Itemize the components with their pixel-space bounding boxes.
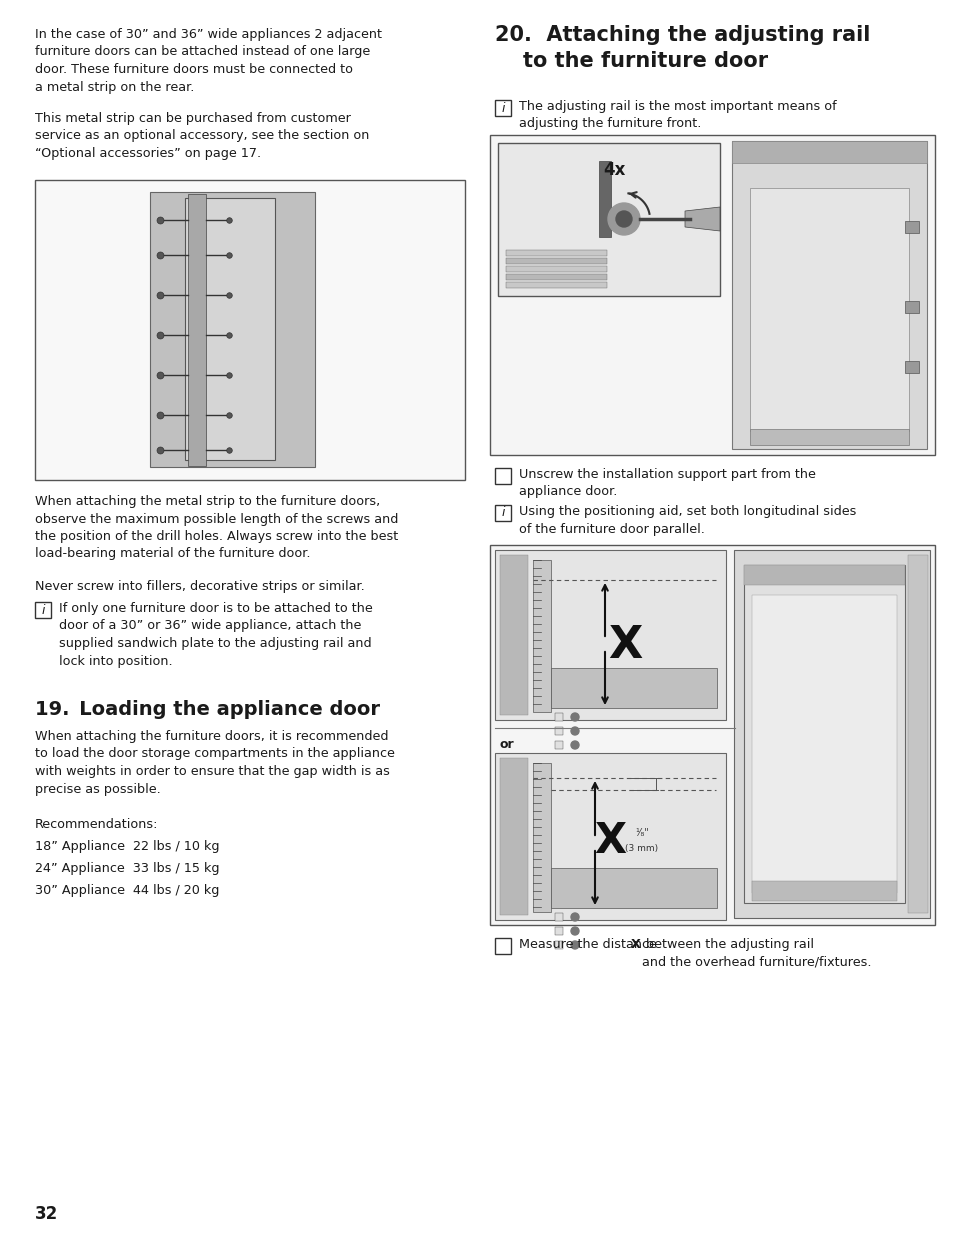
Bar	[185, 198, 274, 459]
Bar	[555, 727, 562, 735]
Bar	[598, 161, 610, 237]
Bar	[499, 758, 527, 915]
Bar	[551, 868, 717, 908]
Text: Recommendations:: Recommendations:	[35, 818, 158, 831]
Circle shape	[571, 741, 578, 748]
Text: 32: 32	[35, 1205, 58, 1223]
Bar	[749, 429, 908, 445]
Text: X: X	[594, 820, 625, 862]
Bar	[188, 194, 206, 466]
Bar	[733, 550, 929, 918]
Text: X: X	[607, 624, 641, 667]
Circle shape	[571, 913, 578, 921]
Text: 18” Appliance  22 lbs / 10 kg: 18” Appliance 22 lbs / 10 kg	[35, 840, 219, 853]
Text: to the furniture door: to the furniture door	[522, 51, 767, 70]
Text: In the case of 30” and 36” wide appliances 2 adjacent
furniture doors can be att: In the case of 30” and 36” wide applianc…	[35, 28, 381, 94]
Bar	[749, 188, 908, 431]
Bar	[904, 301, 918, 312]
Bar	[731, 141, 926, 450]
Text: i: i	[41, 604, 45, 616]
Bar	[495, 550, 725, 720]
Bar	[533, 559, 551, 713]
Text: (3 mm): (3 mm)	[625, 845, 658, 853]
Bar	[497, 143, 720, 296]
Bar	[505, 274, 606, 280]
Bar	[555, 913, 562, 921]
Circle shape	[607, 203, 639, 235]
Circle shape	[571, 941, 578, 948]
Bar	[751, 881, 896, 902]
Bar	[743, 564, 904, 903]
Bar	[904, 221, 918, 233]
Text: or: or	[499, 739, 514, 751]
Bar	[505, 282, 606, 288]
Text: ¹⁄₈": ¹⁄₈"	[635, 827, 648, 839]
Text: 20.  Attaching the adjusting rail: 20. Attaching the adjusting rail	[495, 25, 869, 44]
Text: 24” Appliance  33 lbs / 15 kg: 24” Appliance 33 lbs / 15 kg	[35, 862, 219, 876]
Bar	[505, 258, 606, 264]
Bar	[499, 555, 527, 715]
Polygon shape	[684, 207, 720, 231]
Text: 30” Appliance  44 lbs / 20 kg: 30” Appliance 44 lbs / 20 kg	[35, 884, 219, 897]
Text: The adjusting rail is the most important means of
adjusting the furniture front.: The adjusting rail is the most important…	[518, 100, 836, 131]
Text: i: i	[500, 101, 504, 115]
Text: This metal strip can be purchased from customer
service as an optional accessory: This metal strip can be purchased from c…	[35, 112, 369, 161]
Text: If only one furniture door is to be attached to the
door of a 30” or 36” wide ap: If only one furniture door is to be atta…	[59, 601, 373, 667]
Bar	[904, 361, 918, 373]
Text: X: X	[630, 939, 640, 951]
Text: between the adjusting rail
and the overhead furniture/fixtures.: between the adjusting rail and the overh…	[641, 939, 871, 968]
Bar	[150, 191, 314, 467]
Bar	[490, 135, 934, 454]
Bar	[505, 266, 606, 272]
Bar	[731, 141, 926, 163]
Bar	[35, 601, 51, 618]
Circle shape	[571, 713, 578, 721]
Bar	[490, 545, 934, 925]
Bar	[533, 763, 551, 911]
Bar	[495, 100, 511, 116]
Text: 4x: 4x	[602, 161, 624, 179]
Circle shape	[571, 927, 578, 935]
Bar	[907, 555, 927, 913]
Bar	[495, 939, 511, 953]
Bar	[555, 741, 562, 748]
Text: 19. Loading the appliance door: 19. Loading the appliance door	[35, 700, 379, 719]
Bar	[555, 713, 562, 721]
Bar	[751, 595, 896, 893]
Bar	[555, 941, 562, 948]
Text: Measure the distance: Measure the distance	[518, 939, 660, 951]
Bar	[495, 468, 511, 484]
Bar	[505, 249, 606, 256]
Text: When attaching the furniture doors, it is recommended
to load the door storage c: When attaching the furniture doors, it i…	[35, 730, 395, 795]
Bar	[35, 180, 464, 480]
Circle shape	[571, 727, 578, 735]
Bar	[551, 668, 717, 708]
Bar	[495, 505, 511, 521]
Text: Unscrew the installation support part from the
appliance door.: Unscrew the installation support part fr…	[518, 468, 815, 499]
Text: Never screw into fillers, decorative strips or similar.: Never screw into fillers, decorative str…	[35, 580, 364, 593]
Text: When attaching the metal strip to the furniture doors,
observe the maximum possi: When attaching the metal strip to the fu…	[35, 495, 398, 561]
Bar	[555, 927, 562, 935]
Bar	[743, 564, 904, 585]
Circle shape	[616, 211, 631, 227]
Text: Using the positioning aid, set both longitudinal sides
of the furniture door par: Using the positioning aid, set both long…	[518, 505, 856, 536]
Bar	[495, 753, 725, 920]
Text: i: i	[500, 506, 504, 520]
